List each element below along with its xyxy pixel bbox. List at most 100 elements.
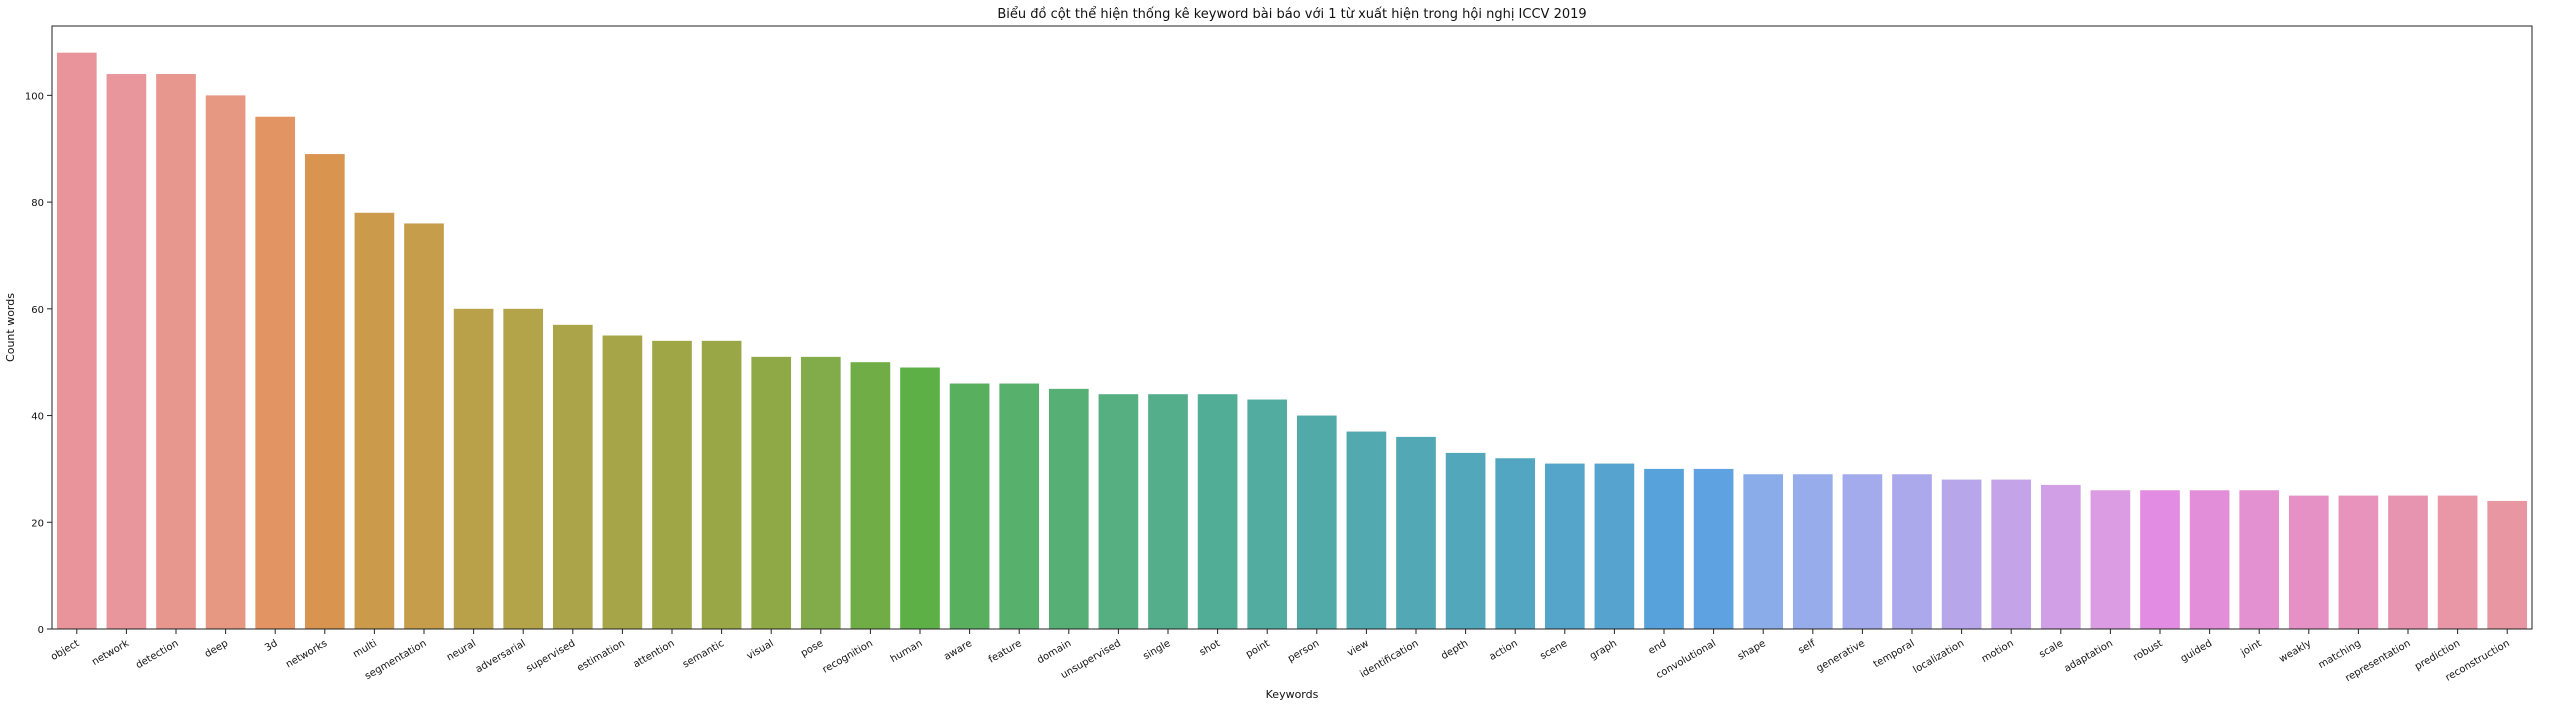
bar-reconstruction bbox=[2487, 500, 2528, 629]
bar-end bbox=[1644, 468, 1684, 629]
bar-attention bbox=[652, 340, 692, 629]
bar-deep bbox=[205, 95, 246, 629]
x-tick-label: estimation bbox=[575, 638, 626, 674]
x-tick-label: human bbox=[889, 638, 925, 665]
x-tick-label: localization bbox=[1912, 638, 1967, 676]
x-tick-label: shot bbox=[1198, 638, 1222, 658]
x-axis: object network detection deep 3d networks mult… bbox=[49, 629, 2512, 684]
bar-temporal bbox=[1892, 474, 1932, 629]
bar-representation bbox=[2388, 495, 2428, 629]
bar-estimation bbox=[602, 335, 643, 629]
bar-view bbox=[1346, 431, 1387, 629]
chart-title: Biểu đồ cột thể hiện thống kê keyword bà… bbox=[997, 7, 1586, 22]
x-tick-label: guided bbox=[2179, 638, 2214, 665]
bar-scale bbox=[2040, 484, 2081, 629]
x-tick-label: multi bbox=[351, 638, 379, 660]
x-tick-label: joint bbox=[2238, 638, 2263, 659]
x-tick-label: attention bbox=[631, 638, 676, 670]
x-tick-label: robust bbox=[2131, 638, 2164, 663]
bar-joint bbox=[2239, 490, 2280, 629]
bar-3d bbox=[255, 116, 296, 630]
bar-single bbox=[1148, 394, 1188, 629]
x-tick-label: adversarial bbox=[474, 638, 528, 675]
bar-network bbox=[106, 74, 147, 629]
bar-matching bbox=[2338, 495, 2379, 629]
x-tick-label: networks bbox=[284, 638, 329, 670]
x-tick-label: 3d bbox=[263, 638, 280, 654]
x-tick-label: generative bbox=[1815, 638, 1867, 675]
x-tick-label: domain bbox=[1035, 638, 1073, 666]
y-tick-label: 80 bbox=[31, 198, 44, 209]
bar-adaptation bbox=[2090, 490, 2131, 629]
bar-networks bbox=[304, 154, 345, 629]
bar-pose bbox=[800, 356, 841, 629]
x-tick-label: scene bbox=[1538, 638, 1569, 662]
bar-segmentation bbox=[404, 223, 444, 629]
bar-person bbox=[1296, 415, 1337, 629]
y-axis-label: Count words bbox=[4, 293, 17, 362]
x-tick-label: visual bbox=[745, 638, 776, 662]
x-tick-label: object bbox=[49, 638, 81, 663]
bar-localization bbox=[1941, 479, 1982, 629]
x-tick-label: point bbox=[1244, 638, 1272, 660]
bar-prediction bbox=[2437, 495, 2478, 629]
x-tick-label: view bbox=[1345, 638, 1370, 659]
bar-convolutional bbox=[1693, 468, 1734, 629]
bar-motion bbox=[1991, 479, 2032, 629]
x-tick-label: aware bbox=[942, 638, 974, 663]
bar-feature bbox=[999, 383, 1040, 629]
bar-action bbox=[1495, 458, 1536, 629]
y-tick-label: 20 bbox=[31, 518, 44, 529]
bar-adversarial bbox=[503, 308, 544, 629]
x-tick-label: shape bbox=[1736, 638, 1768, 663]
x-tick-label: detection bbox=[134, 638, 180, 671]
x-tick-label: person bbox=[1286, 638, 1321, 665]
y-axis: 0 20 40 60 80 100 bbox=[25, 91, 52, 636]
bar-depth bbox=[1445, 452, 1486, 629]
x-tick-label: weakly bbox=[2278, 638, 2314, 665]
bar-scene bbox=[1544, 463, 1585, 629]
bar-neural bbox=[453, 308, 494, 629]
x-tick-label: supervised bbox=[525, 638, 578, 675]
x-tick-label: temporal bbox=[1872, 638, 1917, 670]
x-tick-label: feature bbox=[987, 638, 1024, 666]
x-tick-label: adaptation bbox=[2062, 638, 2114, 675]
bar-shape bbox=[1743, 474, 1784, 629]
bar-robust bbox=[2140, 490, 2180, 629]
x-tick-label: deep bbox=[203, 638, 230, 660]
y-tick-label: 100 bbox=[25, 91, 44, 102]
x-tick-label: recognition bbox=[821, 638, 875, 676]
bar-graph bbox=[1594, 463, 1635, 629]
bar-supervised bbox=[552, 324, 593, 629]
bar-multi bbox=[354, 212, 395, 630]
bar-weakly bbox=[2288, 495, 2329, 629]
bar-identification bbox=[1396, 436, 1436, 629]
x-tick-label: semantic bbox=[681, 638, 726, 670]
x-tick-label: motion bbox=[1980, 638, 2016, 665]
bar-aware bbox=[949, 383, 990, 629]
plot-frame bbox=[51, 25, 2533, 630]
x-tick-label: single bbox=[1141, 638, 1172, 662]
y-tick-label: 60 bbox=[31, 305, 44, 316]
x-tick-label: end bbox=[1647, 638, 1669, 657]
bar-recognition bbox=[850, 362, 891, 629]
x-tick-label: pose bbox=[799, 638, 825, 659]
bar-point bbox=[1247, 399, 1288, 629]
bar-shot bbox=[1197, 394, 1238, 629]
bar-self bbox=[1792, 474, 1833, 629]
x-tick-label: network bbox=[90, 638, 131, 668]
bar-semantic bbox=[701, 340, 742, 629]
bar-detection bbox=[156, 74, 196, 629]
x-tick-label: scale bbox=[2037, 638, 2065, 660]
bar-human bbox=[900, 367, 940, 629]
bar-guided bbox=[2189, 490, 2230, 629]
x-tick-label: matching bbox=[2317, 638, 2363, 671]
x-tick-label: action bbox=[1488, 638, 1520, 663]
x-tick-label: graph bbox=[1588, 638, 1619, 662]
x-tick-label: depth bbox=[1439, 638, 1470, 662]
bar-unsupervised bbox=[1098, 394, 1139, 629]
bar-object bbox=[56, 52, 97, 630]
bars bbox=[56, 52, 2528, 630]
